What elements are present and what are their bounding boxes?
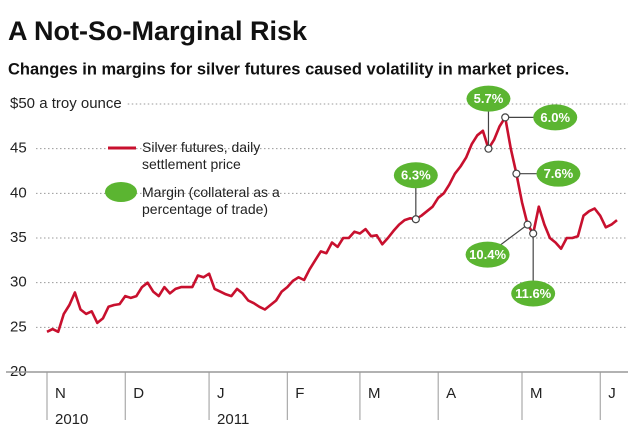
x-tick-label: J [217, 385, 225, 402]
point-marker [411, 215, 420, 224]
margin-label: 10.4% [469, 247, 506, 262]
margin-bubble [393, 162, 438, 189]
margin-bubble [465, 241, 510, 268]
margin-bubble [511, 280, 556, 307]
x-tick-label: A [446, 385, 456, 402]
margin-bubble [533, 104, 578, 131]
point-marker [529, 229, 538, 238]
margin-bubble [466, 85, 511, 112]
margin-label: 5.7% [474, 91, 504, 106]
point-marker [512, 169, 521, 178]
y-tick-label: 40 [10, 184, 27, 201]
margin-label: 6.0% [540, 110, 570, 125]
year-label: 2011 [217, 411, 249, 428]
margin-label: 6.3% [401, 168, 431, 183]
chart-subtitle: Changes in margins for silver futures ca… [8, 60, 569, 78]
x-tick-label: D [133, 385, 144, 402]
year-label: 2010 [55, 411, 88, 428]
point-marker [484, 144, 493, 153]
y-tick-label: 25 [10, 318, 27, 335]
legend-label: Margin (collateral as a percentage of tr… [142, 184, 280, 217]
x-tick-label: M [368, 385, 381, 402]
margin-bubble [536, 160, 581, 187]
legend-label: Silver futures, daily settlement price [142, 139, 261, 172]
margin-label: 7.6% [544, 166, 574, 181]
margin-label: 11.6% [515, 286, 552, 301]
point-marker [501, 113, 510, 122]
point-marker [523, 220, 532, 229]
y-tick-label: $50 a troy ounce [10, 95, 122, 112]
x-tick-label: F [295, 385, 304, 402]
legend-swatch [105, 182, 137, 202]
y-tick-label: 45 [10, 140, 27, 157]
chart-title: A Not-So-Marginal Risk [8, 16, 308, 46]
x-tick-label: M [530, 385, 543, 402]
price-line [46, 116, 618, 334]
y-tick-label: 35 [10, 229, 27, 246]
x-tick-label: J [608, 385, 616, 402]
y-tick-label: 30 [10, 274, 27, 291]
x-tick-label: N [55, 385, 66, 402]
